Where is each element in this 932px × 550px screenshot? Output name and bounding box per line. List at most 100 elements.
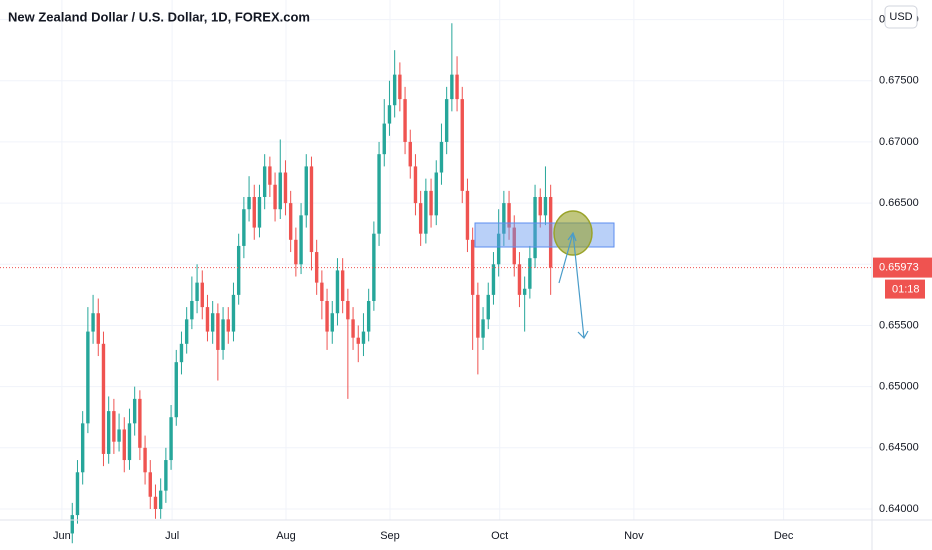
- candle-body: [226, 319, 230, 332]
- candle-body: [387, 105, 392, 124]
- candle-body: [392, 74, 397, 106]
- candle-body: [80, 423, 85, 473]
- candle-body: [179, 343, 184, 363]
- candle-body: [372, 233, 376, 301]
- candle-body: [195, 282, 199, 301]
- candle-body: [101, 343, 106, 454]
- candle-body: [236, 245, 241, 295]
- candle-body: [403, 99, 407, 142]
- candle-body: [242, 209, 246, 246]
- candle-body: [268, 166, 272, 185]
- candle-body: [481, 319, 485, 338]
- candle-body: [288, 203, 293, 240]
- candle-body: [86, 331, 90, 424]
- currency-button[interactable]: [884, 5, 918, 29]
- candle-body: [325, 300, 329, 332]
- candle-body: [122, 429, 126, 461]
- candle-body: [294, 239, 298, 265]
- x-tick-label: Nov: [624, 530, 644, 542]
- candle-body: [522, 288, 527, 295]
- candle-body: [507, 203, 511, 228]
- candle-body: [356, 337, 360, 344]
- candle-body: [304, 166, 308, 216]
- candle-body: [91, 313, 95, 332]
- candle-body: [221, 319, 225, 350]
- y-tick-label: 0.66500: [879, 197, 919, 209]
- candle-body: [476, 294, 480, 338]
- candle-body: [75, 472, 80, 516]
- arrows: [558, 231, 589, 339]
- candle-body: [346, 300, 350, 320]
- candle-body: [70, 515, 74, 534]
- candle-body: [231, 294, 236, 332]
- candle-body: [148, 472, 152, 497]
- axes: 0.640000.645000.650000.655000.660000.665…: [53, 13, 932, 542]
- currency-label[interactable]: USD: [889, 11, 912, 23]
- candle-body: [138, 398, 142, 448]
- candle-body: [299, 215, 303, 265]
- candle-body: [320, 282, 324, 301]
- candle-body: [429, 190, 433, 216]
- candle-body: [330, 313, 334, 332]
- candle-body: [283, 172, 288, 204]
- candle-body: [533, 196, 537, 259]
- candle-body: [450, 74, 454, 100]
- candle-body: [169, 417, 173, 461]
- candle-body: [278, 172, 282, 210]
- candles: [0, 23, 872, 544]
- candle-body: [112, 411, 116, 442]
- candle-body: [491, 264, 496, 295]
- y-tick-label: 0.64500: [879, 442, 919, 454]
- candle-body: [548, 196, 553, 268]
- candle-body: [512, 227, 516, 265]
- candle-body: [366, 300, 371, 332]
- candle-body: [528, 258, 532, 289]
- candle-body: [210, 313, 215, 332]
- candle-body: [190, 300, 194, 320]
- candle-body: [424, 190, 428, 234]
- candle-body: [418, 203, 423, 234]
- candle-body: [398, 74, 402, 100]
- candle-body: [106, 411, 111, 454]
- countdown-label: 01:18: [892, 283, 920, 295]
- x-tick-label: Sep: [380, 530, 400, 542]
- candle-body: [174, 362, 178, 418]
- x-tick-label: Dec: [774, 530, 794, 542]
- y-tick-label: 0.65500: [879, 319, 919, 331]
- candle-body: [434, 172, 438, 216]
- candle-body: [543, 196, 548, 216]
- candle-body: [361, 331, 366, 344]
- candle-body: [408, 141, 412, 167]
- candle-body: [158, 490, 163, 509]
- candle-body: [205, 307, 210, 332]
- arrow-down: [572, 232, 589, 339]
- candle-body: [127, 423, 132, 461]
- x-tick-label: Jul: [165, 530, 179, 542]
- candle-body: [164, 460, 168, 491]
- candle-body: [486, 294, 490, 320]
- candle-body: [335, 270, 340, 314]
- candle-body: [460, 99, 464, 191]
- last-price-label: 0.65973: [879, 261, 919, 273]
- y-tick-label: 0.64000: [879, 503, 919, 515]
- candle-body: [470, 239, 475, 295]
- candle-body: [200, 282, 204, 308]
- candle-body: [465, 190, 470, 240]
- candle-body: [262, 166, 267, 197]
- candle-body: [117, 429, 121, 442]
- candle-body: [184, 319, 189, 344]
- y-tick-label: 0.67500: [879, 75, 919, 87]
- y-tick-label: 0.67000: [879, 136, 919, 148]
- x-tick-label: Aug: [276, 530, 296, 542]
- candle-body: [502, 203, 506, 234]
- last-price-box: [873, 257, 932, 278]
- candle-body: [132, 398, 137, 424]
- x-tick-label: Oct: [491, 530, 508, 542]
- candle-body: [413, 166, 418, 204]
- candle-body: [340, 270, 345, 301]
- candle-body: [252, 196, 256, 228]
- candle-body: [247, 196, 251, 210]
- candle-body: [538, 196, 542, 216]
